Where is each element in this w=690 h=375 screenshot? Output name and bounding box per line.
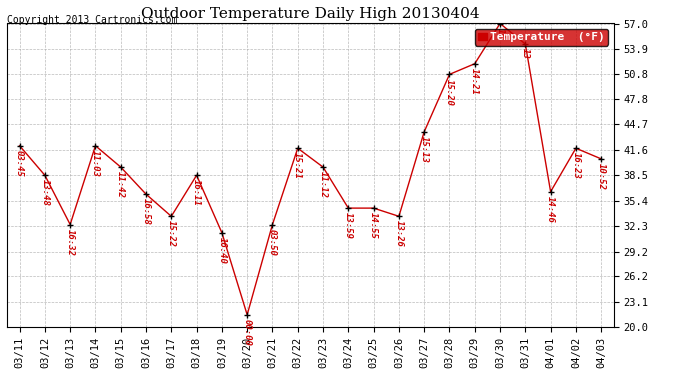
Text: 14:55: 14:55 <box>369 212 378 239</box>
Text: 13:59: 13:59 <box>344 212 353 239</box>
Legend: Temperature  (°F): Temperature (°F) <box>475 29 609 46</box>
Text: 15:22: 15:22 <box>167 220 176 248</box>
Text: 15:13: 15:13 <box>420 136 428 163</box>
Text: 13: 13 <box>521 48 530 59</box>
Text: 10:52: 10:52 <box>597 163 606 190</box>
Text: 14:21: 14:21 <box>471 68 480 95</box>
Text: 13:48: 13:48 <box>41 180 50 206</box>
Text: 11:12: 11:12 <box>319 171 328 198</box>
Text: 00:00: 00:00 <box>243 319 252 346</box>
Text: 15:20: 15:20 <box>445 78 454 105</box>
Text: 14:46: 14:46 <box>546 196 555 223</box>
Text: 16:23: 16:23 <box>571 152 580 179</box>
Text: 16:32: 16:32 <box>66 229 75 256</box>
Text: 11:42: 11:42 <box>116 171 126 198</box>
Title: Outdoor Temperature Daily High 20130404: Outdoor Temperature Daily High 20130404 <box>141 7 480 21</box>
Text: 03:45: 03:45 <box>15 150 24 177</box>
Text: 15: 15 <box>495 28 504 38</box>
Text: 03:50: 03:50 <box>268 229 277 256</box>
Text: 11:03: 11:03 <box>91 150 100 177</box>
Text: 16:11: 16:11 <box>192 180 201 206</box>
Text: 13:26: 13:26 <box>395 220 404 248</box>
Text: Copyright 2013 Cartronics.com: Copyright 2013 Cartronics.com <box>7 15 177 25</box>
Text: 15:21: 15:21 <box>293 152 302 179</box>
Text: 16:40: 16:40 <box>217 237 226 264</box>
Text: 16:58: 16:58 <box>141 198 150 225</box>
